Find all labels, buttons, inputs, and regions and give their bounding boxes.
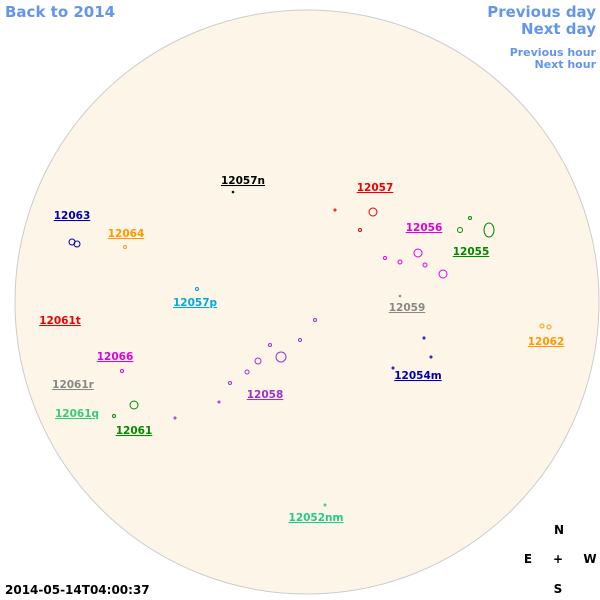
region-label[interactable]: 12057 — [357, 182, 394, 194]
compass-center: + — [553, 552, 563, 566]
region-label[interactable]: 12056 — [406, 222, 443, 234]
compass-east: E — [524, 552, 532, 566]
active-region-contours — [68, 190, 552, 507]
region-label[interactable]: 12061t — [39, 315, 81, 327]
region-label[interactable]: 12057p — [173, 297, 218, 309]
compass-north: N — [554, 523, 564, 537]
next-hour-link[interactable]: Next hour — [535, 58, 597, 71]
back-link[interactable]: Back to 2014 — [5, 3, 115, 21]
region-label[interactable]: 12054m — [394, 370, 442, 382]
region-label[interactable]: 12055 — [453, 246, 490, 258]
region-label[interactable]: 12061 — [116, 425, 153, 437]
compass-south: S — [554, 582, 563, 596]
solar-disk — [14, 9, 600, 595]
region-label[interactable]: 12064 — [108, 228, 145, 240]
timestamp: 2014-05-14T04:00:37 — [5, 583, 150, 597]
region-label[interactable]: 12052nm — [289, 512, 344, 524]
region-label[interactable]: 12058 — [247, 389, 284, 401]
region-label[interactable]: 12059 — [389, 302, 426, 314]
next-day-link[interactable]: Next day — [521, 20, 596, 38]
compass-west: W — [583, 552, 596, 566]
previous-hour-link[interactable]: Previous hour — [510, 46, 597, 59]
region-label[interactable]: 12061q — [55, 408, 99, 420]
region-label[interactable]: 12057n — [221, 175, 265, 187]
region-label[interactable]: 12061r — [52, 379, 95, 391]
previous-day-link[interactable]: Previous day — [487, 3, 596, 21]
region-label[interactable]: 12063 — [54, 210, 91, 222]
region-label[interactable]: 12066 — [97, 351, 134, 363]
region-label[interactable]: 12062 — [528, 336, 565, 348]
